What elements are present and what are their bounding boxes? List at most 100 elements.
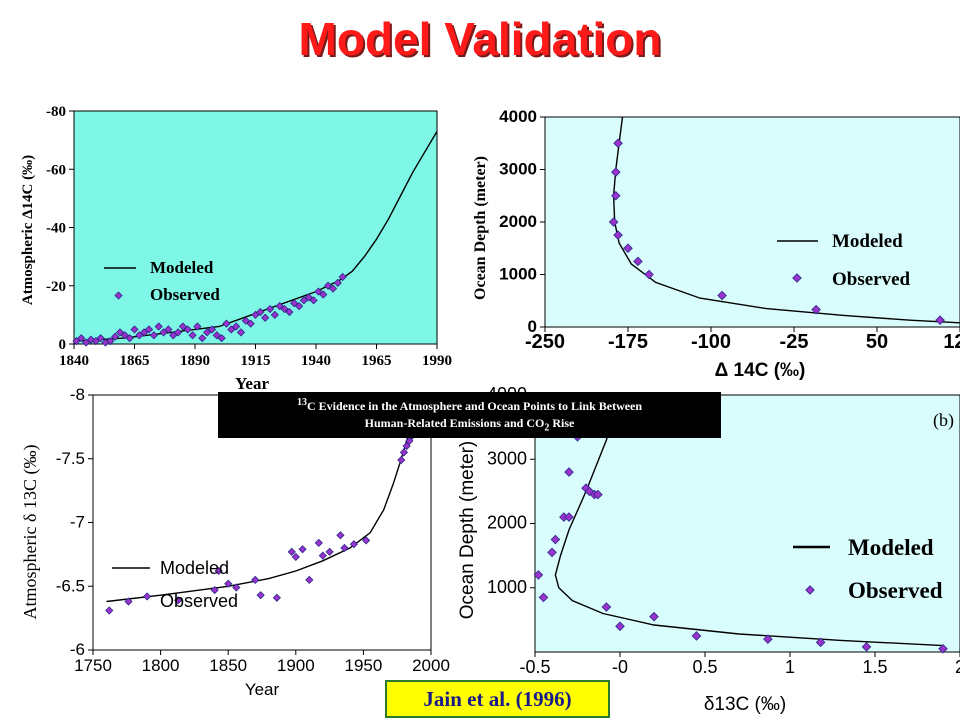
- y-axis-label: Atmospheric δ 13C (‰): [20, 445, 41, 620]
- y-tick-label: 1000: [487, 577, 527, 597]
- observed-point: [584, 486, 595, 497]
- x-tick-label: 1965: [362, 353, 392, 369]
- observed-point: [304, 293, 313, 302]
- chart-marks: [72, 131, 438, 347]
- x-tick-labels: -0.5 -0 0.5 1 1.5 2: [519, 652, 960, 677]
- caption-box: 13C Evidence in the Atmosphere and Ocean…: [218, 392, 721, 438]
- legend-modeled-label: Modeled: [150, 258, 214, 277]
- observed-point: [178, 322, 188, 331]
- observed-point: [232, 322, 241, 331]
- observed-point: [397, 455, 406, 465]
- x-tick-label: 1950: [344, 656, 382, 675]
- observed-point: [644, 269, 654, 280]
- plot-area: [73, 110, 438, 345]
- y-tick-label: 0: [528, 317, 537, 336]
- observed-point: [763, 634, 773, 644]
- observed-point: [299, 296, 309, 305]
- x-tick-label: 1940: [301, 353, 331, 369]
- observed-point: [608, 217, 619, 227]
- observed-point: [290, 299, 299, 308]
- observed-point: [287, 547, 296, 556]
- observed-point: [717, 290, 727, 301]
- observed-point: [938, 643, 948, 654]
- observed-point: [256, 307, 265, 317]
- observed-point: [188, 331, 197, 340]
- x-tick-label: 125: [943, 331, 960, 353]
- x-tick-label: 1900: [277, 656, 315, 675]
- slide-title: Model Validation: [298, 13, 662, 65]
- observed-point: [169, 331, 178, 340]
- observed-point: [564, 512, 574, 522]
- observed-point: [72, 336, 81, 346]
- legend-observed-marker: [792, 273, 802, 283]
- observed-point: [861, 642, 872, 652]
- x-tick-labels: 1840 1865 1890 1915 1940 1965 1990: [59, 344, 452, 369]
- observed-point: [159, 328, 168, 337]
- observed-point: [224, 579, 233, 588]
- observed-point: [241, 316, 250, 325]
- x-tick-label: -0: [612, 657, 628, 677]
- x-axis-label: Year: [235, 374, 269, 393]
- observed-point: [232, 583, 241, 592]
- y-tick-label: -60: [46, 162, 66, 178]
- observed-point: [314, 538, 323, 548]
- observed-point: [81, 338, 91, 347]
- citation-box: Jain et al. (1996): [385, 680, 610, 718]
- y-tick-labels: 0 1000 2000 3000 4000: [499, 107, 545, 336]
- x-tick-labels: -250 -175 -100 -25 50 125: [525, 327, 960, 353]
- x-tick-label: 2000: [412, 656, 450, 675]
- observed-point: [174, 596, 183, 605]
- observed-point: [328, 284, 338, 293]
- y-tick-label: 4000: [499, 107, 537, 126]
- observed-point: [251, 575, 260, 584]
- x-axis-label: δ13C (‰): [704, 694, 786, 715]
- x-tick-label: 2: [955, 657, 960, 677]
- y-tick-label: 2000: [487, 513, 527, 533]
- legend: Modeled Observed: [112, 558, 238, 611]
- observed-point: [314, 287, 323, 296]
- observed-point: [144, 325, 154, 334]
- observed-point: [323, 281, 333, 290]
- observed-point: [318, 551, 327, 560]
- observed-point: [135, 331, 144, 340]
- observed-point: [559, 512, 569, 522]
- y-axis-label: Atmospheric Δ14C (‰): [20, 155, 36, 305]
- observed-point: [550, 534, 561, 545]
- observed-point: [349, 540, 359, 549]
- observed-point: [183, 325, 192, 334]
- observed-point: [96, 334, 105, 343]
- legend: Modeled Observed: [104, 258, 220, 304]
- observed-point: [214, 566, 223, 576]
- x-tick-label: 1: [785, 657, 795, 677]
- y-tick-label: -80: [46, 104, 66, 120]
- observed-point: [285, 307, 294, 317]
- observed-point: [149, 331, 158, 340]
- x-tick-label: 0.5: [692, 657, 717, 677]
- chart-marks: [608, 116, 960, 325]
- x-tick-labels: 1750 1800 1850 1900 1950 2000: [74, 650, 450, 675]
- observed-point: [106, 336, 115, 346]
- observed-point: [615, 621, 625, 632]
- observed-point: [91, 336, 100, 346]
- y-tick-label: -8: [70, 385, 85, 404]
- observed-point: [193, 322, 202, 331]
- legend-modeled-label: Modeled: [848, 535, 934, 560]
- observed-point: [217, 334, 226, 343]
- observed-point: [222, 319, 231, 328]
- observed-point: [405, 436, 414, 446]
- x-tick-label: -250: [525, 331, 565, 353]
- observed-point: [272, 593, 281, 602]
- legend-observed-marker: [114, 291, 123, 300]
- observed-point: [265, 304, 275, 314]
- y-tick-label: -20: [46, 279, 66, 295]
- legend: Modeled Observed: [793, 535, 943, 603]
- observed-point: [815, 637, 826, 648]
- observed-point: [236, 328, 246, 337]
- observed-point: [611, 190, 621, 201]
- x-tick-label: 1.5: [862, 657, 887, 677]
- x-tick-label: 1840: [59, 353, 89, 369]
- ocean-d14c-panel: 0 1000 2000 3000 4000 -250 -175 -100 -25 50 125 M…: [472, 107, 960, 381]
- caption-text-2b: Rise: [549, 415, 575, 430]
- x-tick-label: 1865: [120, 353, 150, 369]
- observed-point: [601, 602, 612, 612]
